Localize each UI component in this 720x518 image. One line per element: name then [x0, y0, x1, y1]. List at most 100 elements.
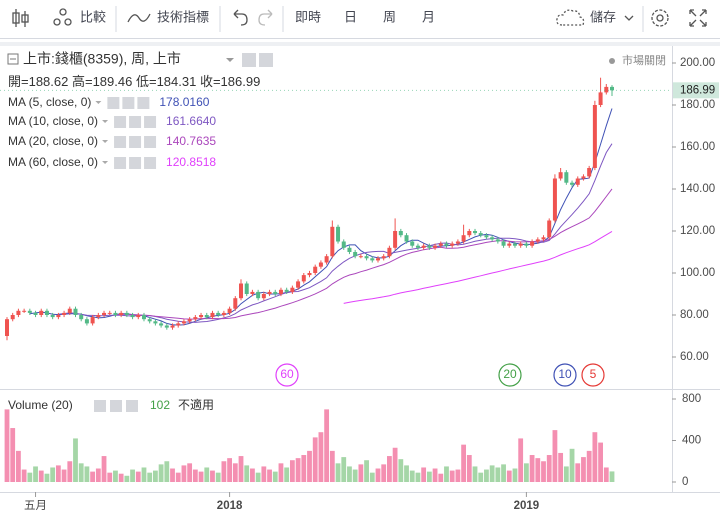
- eye-button[interactable]: [94, 400, 106, 412]
- volume-value: 102: [150, 398, 170, 412]
- candle-body: [113, 312, 118, 315]
- volume-bar: [16, 450, 21, 482]
- candle-body: [278, 289, 283, 294]
- indicator-dropdown[interactable]: [102, 140, 109, 143]
- indicator-name: MA (5, close, 0): [8, 95, 91, 109]
- candle-body: [512, 243, 517, 246]
- candle-body: [495, 239, 500, 242]
- candle-body: [324, 256, 329, 263]
- fullscreen-icon[interactable]: [689, 9, 707, 27]
- cloud-icon: [556, 9, 585, 26]
- volume-bar: [73, 438, 78, 482]
- close-button[interactable]: [144, 157, 157, 169]
- candle-body: [256, 291, 261, 299]
- indicators-icon[interactable]: [127, 13, 151, 23]
- ma-badge-label: 10: [558, 367, 572, 381]
- candle-body: [56, 315, 61, 318]
- ohlc-legend: 開=188.62 高=189.46 低=184.31 收=186.99: [8, 74, 260, 89]
- realtime-button[interactable]: 即時: [295, 9, 321, 24]
- volume-bar: [444, 466, 449, 482]
- volume-bar: [586, 450, 592, 482]
- close-button[interactable]: [137, 97, 150, 109]
- status-dot: [609, 58, 615, 64]
- candle-body: [415, 245, 420, 248]
- candle-body: [73, 308, 78, 315]
- candle-body: [558, 172, 563, 179]
- close-button[interactable]: [126, 400, 138, 412]
- volume-bar: [455, 469, 461, 482]
- settings-button[interactable]: [122, 97, 135, 109]
- candle-body: [79, 315, 84, 320]
- volume-bar: [466, 455, 472, 482]
- close-button[interactable]: [144, 136, 157, 148]
- candle-body: [62, 312, 67, 315]
- settings-icon[interactable]: [651, 9, 669, 27]
- indicators-button[interactable]: 技術指標: [157, 9, 209, 24]
- compare-icon[interactable]: [53, 8, 72, 26]
- settings-button[interactable]: [129, 116, 142, 128]
- volume-bar: [324, 409, 330, 482]
- save-dropdown[interactable]: [624, 15, 634, 21]
- close-button[interactable]: [144, 116, 157, 128]
- settings-button[interactable]: [129, 136, 142, 148]
- volume-bar: [523, 463, 529, 482]
- volume-bar: [546, 455, 552, 482]
- undo-icon[interactable]: [233, 9, 248, 26]
- volume-bar: [478, 472, 484, 482]
- candle-body: [239, 283, 244, 299]
- volume-bar: [27, 472, 33, 482]
- x-tick-label: 2019: [514, 500, 540, 512]
- volume-bar: [352, 469, 358, 482]
- compare-button[interactable]: 比較: [80, 9, 106, 24]
- redo-icon[interactable]: [258, 9, 273, 26]
- collapse-button[interactable]: [7, 53, 19, 65]
- candle-body: [478, 233, 483, 236]
- volume-title: Volume (20): [8, 398, 73, 412]
- candle-body: [398, 231, 403, 236]
- chart-type-icon[interactable]: [12, 9, 29, 27]
- indicator-dropdown[interactable]: [102, 120, 109, 123]
- candle-body: [387, 247, 392, 257]
- candle-body: [393, 231, 398, 248]
- week-button[interactable]: 周: [383, 9, 396, 24]
- y-tick-label: 180.00: [680, 99, 715, 111]
- candle-body: [221, 312, 226, 315]
- candle-body: [27, 310, 32, 313]
- candle-body: [455, 241, 460, 244]
- eye-button[interactable]: [114, 116, 127, 128]
- candle-body: [530, 241, 535, 246]
- ohlc-value: 188.62: [29, 74, 69, 89]
- volume-bar: [255, 472, 261, 482]
- settings-button[interactable]: [259, 53, 273, 67]
- month-button[interactable]: 月: [422, 9, 435, 24]
- eye-button[interactable]: [114, 157, 127, 169]
- indicator-value: 140.7635: [166, 134, 216, 148]
- candle-body: [250, 291, 255, 294]
- volume-bar: [67, 461, 73, 482]
- indicator-dropdown[interactable]: [102, 161, 109, 164]
- volume-bar: [198, 471, 204, 482]
- day-button[interactable]: 日: [344, 9, 357, 24]
- x-tick-label: 五月: [24, 500, 47, 512]
- indicator-dropdown[interactable]: [95, 101, 102, 104]
- volume-bar: [512, 468, 518, 482]
- candle-body: [404, 235, 409, 242]
- volume-bar: [295, 458, 301, 482]
- volume-bar: [164, 461, 170, 482]
- title-dropdown[interactable]: [226, 58, 234, 62]
- candle-body: [604, 86, 609, 93]
- settings-button[interactable]: [110, 400, 122, 412]
- volume-bar: [244, 465, 250, 482]
- ma-badge: [275, 363, 299, 387]
- eye-button[interactable]: [242, 53, 256, 67]
- candle-body: [210, 312, 215, 318]
- eye-button[interactable]: [114, 136, 127, 148]
- volume-bar: [147, 472, 153, 482]
- eye-button[interactable]: [107, 97, 120, 109]
- settings-button[interactable]: [129, 157, 142, 169]
- indicator-value: 161.6640: [166, 114, 216, 128]
- save-button[interactable]: 儲存: [590, 9, 616, 24]
- volume-bar: [472, 466, 478, 482]
- volume-bar: [409, 470, 415, 482]
- candle-body: [284, 289, 289, 292]
